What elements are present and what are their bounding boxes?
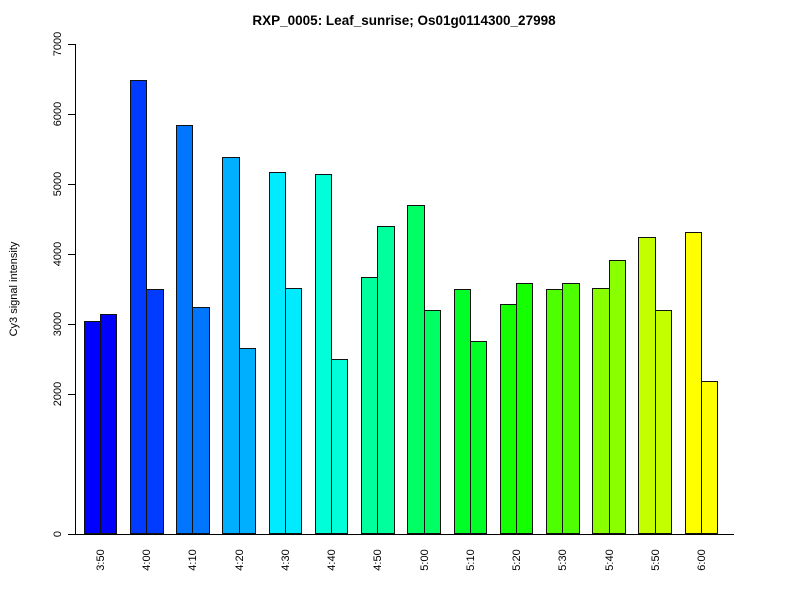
x-tick-label: 4:10 [187, 549, 200, 571]
bar [100, 314, 118, 534]
bar [176, 125, 194, 534]
bar [222, 157, 240, 534]
bar [499, 304, 518, 534]
bar [83, 321, 101, 534]
y-tick-label: 2000 [52, 381, 64, 407]
bar [423, 310, 441, 534]
x-tick-label: 4:50 [372, 549, 385, 571]
bar [361, 277, 379, 534]
y-tick-label: 5000 [52, 171, 64, 197]
bar [592, 287, 610, 534]
bar [238, 347, 256, 534]
bar [331, 359, 349, 534]
y-axis-tick [68, 183, 76, 185]
bar [192, 306, 210, 534]
bar [654, 310, 673, 534]
bar [700, 381, 719, 534]
bar [562, 283, 580, 534]
x-tick-label: 4:00 [141, 549, 154, 571]
x-tick-label: 5:50 [649, 549, 662, 571]
bar [453, 289, 471, 534]
bar [129, 80, 148, 534]
y-axis-tick [68, 323, 76, 325]
y-tick-label: 6000 [52, 101, 64, 127]
bar [377, 226, 395, 534]
x-tick-label: 4:40 [326, 549, 339, 571]
y-axis-tick [68, 253, 76, 255]
x-tick-label: 5:20 [511, 549, 524, 571]
x-tick-label: 5:10 [464, 549, 477, 571]
y-axis-tick [68, 113, 76, 115]
x-tick-label: 5:00 [418, 549, 431, 571]
x-tick-label: 5:40 [603, 549, 616, 571]
y-axis-label: Cy3 signal intensity [8, 241, 20, 337]
y-tick-label: 0 [52, 530, 64, 538]
bar [407, 205, 425, 534]
y-tick-label: 4000 [52, 241, 64, 267]
bar [608, 259, 626, 534]
x-tick-label: 5:30 [557, 549, 570, 571]
chart-title: RXP_0005: Leaf_sunrise; Os01g0114300_279… [252, 13, 556, 28]
x-tick-label: 4:20 [233, 549, 246, 571]
bar [284, 287, 303, 534]
plot-area: 0 2000 3000 4000 5000 6000 7000 3:50 4:00 4:10 4:2… [52, 32, 734, 571]
y-tick-label: 7000 [52, 31, 64, 57]
y-axis-tick [68, 43, 76, 45]
bar [516, 283, 534, 534]
bar [314, 173, 333, 534]
bar [546, 289, 564, 534]
y-axis-tick [68, 533, 76, 535]
bar [469, 340, 488, 534]
bar [684, 232, 702, 534]
bar [146, 289, 164, 534]
bar [268, 172, 286, 534]
y-tick-label: 3000 [52, 311, 64, 337]
x-tick-label: 6:00 [695, 549, 708, 571]
bar [638, 237, 656, 534]
x-tick-label: 4:30 [279, 549, 292, 571]
x-tick-label: 3:50 [95, 549, 107, 571]
y-axis-tick [68, 393, 76, 395]
